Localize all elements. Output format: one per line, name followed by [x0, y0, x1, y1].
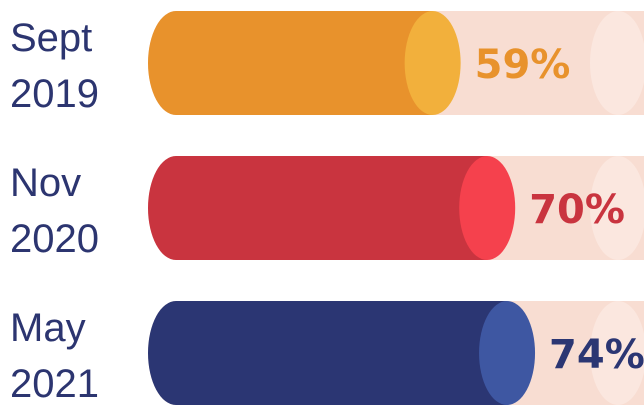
bar-cap: [479, 301, 536, 405]
bar-track-cap: [590, 301, 644, 405]
category-label-month: Nov: [10, 161, 81, 205]
value-label: 59%: [475, 42, 571, 88]
category-label-month: May: [10, 306, 86, 350]
category-label-year: 2021: [10, 362, 99, 406]
bar: [148, 156, 488, 260]
value-label: 70%: [529, 187, 625, 233]
bar-cap: [459, 156, 516, 260]
bar-row: 74% May 2021: [10, 301, 644, 406]
bar: [148, 11, 433, 115]
value-label: 74%: [549, 332, 644, 378]
bar: [148, 301, 508, 405]
bar-track-cap: [590, 156, 644, 260]
category-label-year: 2020: [10, 217, 99, 261]
chart-rows: 59% Sept 2019 70% Nov 2020 74% May 2021: [10, 11, 644, 406]
category-label-month: Sept: [10, 16, 92, 60]
bar-cap: [404, 11, 461, 115]
category-label-year: 2019: [10, 72, 99, 116]
bar-row: 59% Sept 2019: [10, 11, 644, 116]
bar-track-cap: [590, 11, 644, 115]
bar-row: 70% Nov 2020: [10, 156, 644, 261]
